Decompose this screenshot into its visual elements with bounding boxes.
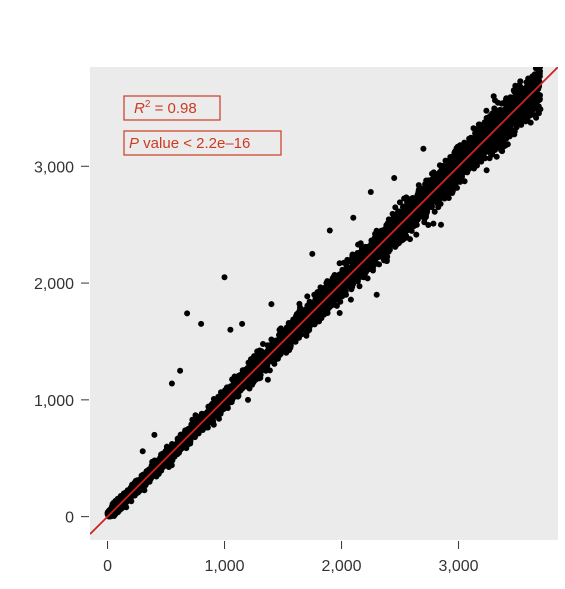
data-point — [210, 396, 217, 402]
data-point — [462, 140, 469, 147]
data-point — [495, 99, 501, 106]
data-point — [537, 106, 544, 113]
data-point — [483, 107, 490, 114]
data-point — [264, 376, 271, 383]
data-point — [413, 231, 420, 238]
data-point — [527, 119, 534, 126]
data-point — [431, 208, 438, 215]
data-point — [336, 260, 343, 267]
data-point — [415, 182, 422, 189]
data-point — [533, 54, 539, 60]
data-point — [430, 220, 437, 227]
data-point — [216, 415, 222, 422]
data-point — [504, 141, 511, 148]
data-point — [149, 458, 156, 465]
data-point — [421, 219, 428, 226]
data-point — [392, 204, 399, 211]
data-point — [336, 310, 343, 316]
data-point — [260, 341, 266, 347]
data-point — [245, 359, 252, 366]
data-point — [513, 123, 520, 130]
data-point — [356, 283, 363, 290]
data-point — [483, 167, 490, 174]
data-point — [347, 296, 354, 303]
data-point — [396, 199, 403, 206]
data-point — [436, 162, 443, 169]
data-point — [512, 82, 519, 89]
data-point — [389, 210, 396, 217]
data-point — [493, 153, 500, 160]
data-point — [533, 60, 539, 66]
data-point — [476, 121, 483, 128]
data-point — [303, 332, 310, 339]
data-point — [304, 293, 311, 300]
